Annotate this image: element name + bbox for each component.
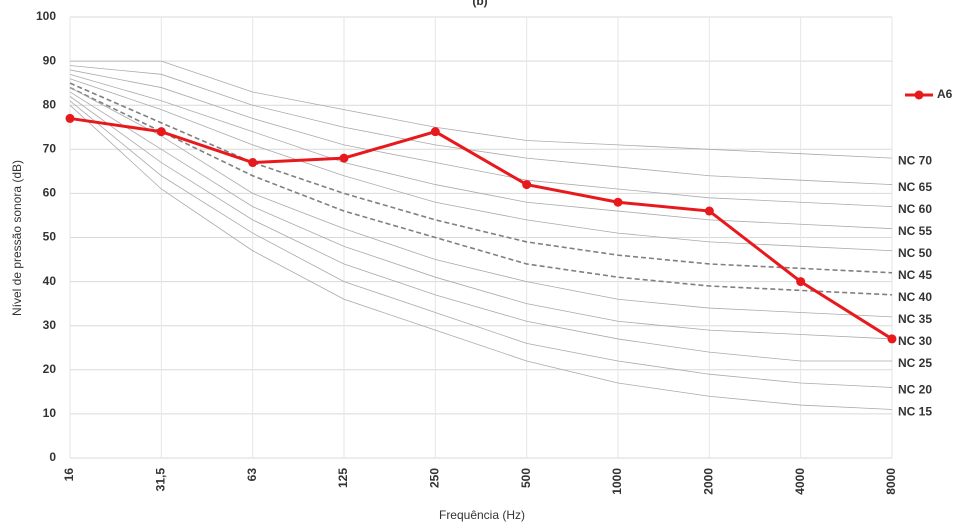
y-tick-label: 0 (49, 450, 56, 464)
x-tick-label: 16 (62, 468, 76, 482)
y-tick-label: 20 (43, 362, 57, 376)
nc-curve (69, 65, 893, 185)
x-tick-label: 125 (336, 468, 350, 488)
y-tick-label: 70 (43, 141, 57, 155)
nc-curve (69, 104, 893, 410)
y-tick-label: 90 (43, 53, 57, 67)
nc-curve (69, 82, 893, 274)
data-point (613, 197, 623, 207)
nc-curve (69, 87, 893, 318)
data-point (522, 180, 532, 190)
nc-curve (70, 60, 893, 159)
y-tick-label: 60 (43, 186, 57, 200)
nc-curve (69, 96, 892, 362)
nc-curve (69, 69, 893, 208)
curve-label: NC 25 (898, 356, 932, 370)
legend-marker (914, 90, 924, 100)
curve-label: NC 70 (898, 153, 932, 167)
data-line (69, 116, 893, 341)
x-tick-label: 31,5 (154, 468, 168, 492)
legend-label: A6 (937, 87, 953, 101)
curve-label: NC 40 (898, 290, 932, 304)
curve-label: NC 60 (898, 202, 932, 216)
data-point (430, 127, 440, 137)
y-tick-label: 40 (43, 274, 57, 288)
nc-curve (69, 100, 893, 388)
x-tick-label: 2000 (702, 468, 716, 495)
data-point (248, 158, 258, 168)
y-tick-label: 10 (43, 406, 57, 420)
y-tick-label: 30 (43, 318, 57, 332)
nc-curve (69, 73, 893, 230)
y-tick-label: 50 (43, 230, 57, 244)
curve-label: NC 45 (898, 268, 932, 282)
x-tick-label: 250 (428, 468, 442, 488)
curve-label: NC 20 (898, 383, 932, 397)
y-axis-label: Nível de pressão sonora (dB) (10, 160, 24, 316)
x-axis-label: Frequência (Hz) (439, 508, 525, 522)
data-point (887, 334, 897, 344)
data-point (704, 206, 714, 216)
x-tick-label: 8000 (884, 468, 898, 495)
data-point (339, 153, 349, 163)
curve-label: NC 30 (898, 334, 932, 348)
x-tick-label: 63 (245, 468, 259, 482)
curve-label: NC 50 (898, 246, 932, 260)
curve-label: NC 15 (898, 405, 932, 419)
chart-title: (b) (472, 0, 487, 8)
nc-curve (69, 86, 893, 296)
curve-label: NC 65 (898, 180, 932, 194)
data-point (156, 127, 166, 137)
data-point (65, 113, 75, 123)
y-tick-label: 100 (36, 9, 56, 23)
x-tick-label: 500 (519, 468, 533, 488)
x-tick-label: 1000 (610, 468, 624, 495)
nc-curve (69, 91, 893, 340)
y-tick-label: 80 (43, 97, 57, 111)
nc-curve (69, 78, 893, 252)
x-tick-label: 4000 (793, 468, 807, 495)
curve-label: NC 35 (898, 312, 932, 326)
data-point (796, 277, 806, 287)
curve-label: NC 55 (898, 224, 932, 238)
